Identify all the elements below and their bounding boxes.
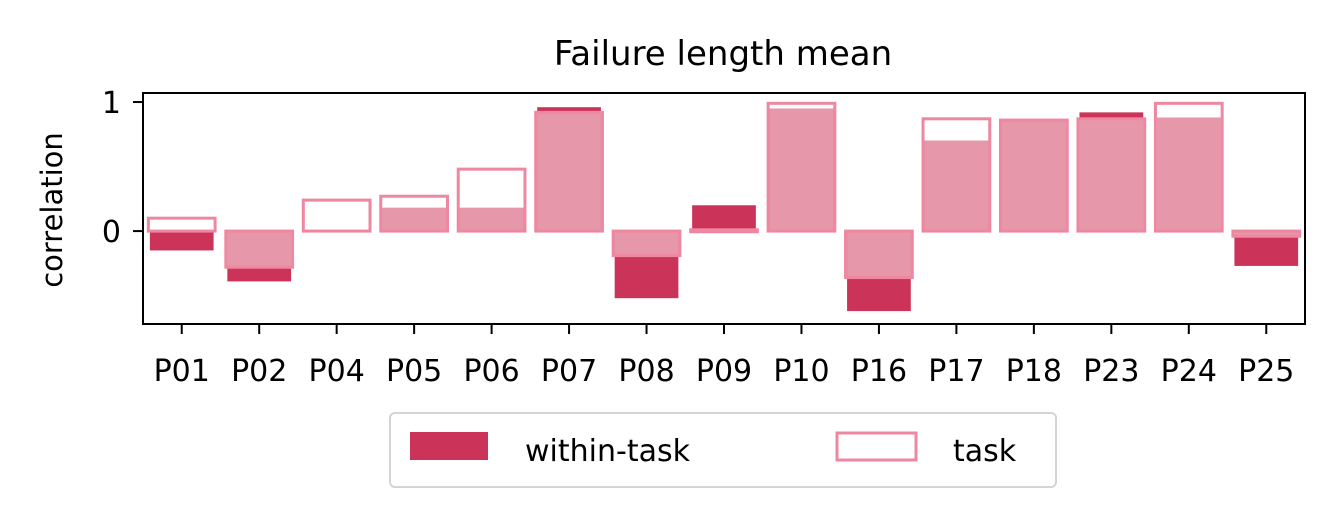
bar-overlap-p02 bbox=[227, 231, 292, 268]
bar-task-p08 bbox=[611, 229, 682, 258]
y-tick-label-0: 0 bbox=[102, 215, 121, 250]
bar-task-p25 bbox=[1231, 229, 1302, 238]
bar-task-p06 bbox=[456, 167, 527, 233]
x-tick-label-p18: P18 bbox=[1006, 354, 1062, 389]
x-tick-label-p10: P10 bbox=[773, 354, 829, 389]
bar-task-p16 bbox=[844, 229, 914, 280]
bar-overlap-p18 bbox=[1002, 121, 1066, 232]
x-tick-label-p06: P06 bbox=[463, 354, 519, 389]
bar-overlap-p17 bbox=[924, 140, 989, 232]
axes-frame bbox=[142, 92, 1306, 325]
y-axis-label: correlation bbox=[35, 132, 69, 288]
x-tick-label-p09: P09 bbox=[696, 354, 752, 389]
legend: within-task task bbox=[389, 412, 1057, 488]
plot-area: P01 P02 P04 P05 P06 P07 P08 P09 P10 P16 P17 P18 P23 P… bbox=[102, 86, 1306, 389]
x-tick-label-p02: P02 bbox=[231, 354, 287, 389]
legend-swatch-within-task bbox=[410, 432, 488, 460]
x-tick-label-p16: P16 bbox=[851, 354, 907, 389]
bar-overlap-p25 bbox=[1234, 231, 1299, 237]
x-tick-label-p04: P04 bbox=[309, 354, 365, 389]
x-tick-label-p05: P05 bbox=[386, 354, 442, 389]
legend-label-within-task: within-task bbox=[525, 434, 691, 469]
bar-task-p24 bbox=[1153, 101, 1224, 233]
x-tick-label-p25: P25 bbox=[1238, 354, 1294, 389]
bar-task-p09 bbox=[689, 228, 759, 234]
x-tick-label-p08: P08 bbox=[618, 354, 674, 389]
bar-task-p04 bbox=[301, 198, 372, 233]
bar-overlap-p23 bbox=[1079, 118, 1144, 232]
bar-task-p10 bbox=[766, 101, 837, 233]
x-tick-label-p17: P17 bbox=[928, 354, 984, 389]
bar-task-p02 bbox=[224, 229, 295, 269]
bar-within-task-p09 bbox=[692, 205, 756, 232]
bar-overlap-p24 bbox=[1156, 117, 1221, 232]
bar-task-p05 bbox=[379, 194, 449, 233]
bar-task-p18 bbox=[999, 118, 1069, 233]
bar-overlap-p08 bbox=[614, 231, 679, 256]
legend-label-task: task bbox=[953, 434, 1017, 469]
bar-within-task-p01 bbox=[149, 231, 214, 251]
bar-task-p01 bbox=[146, 216, 217, 233]
bar-task-p23 bbox=[1076, 117, 1147, 233]
bar-task-p17 bbox=[921, 117, 992, 233]
bar-task-p07 bbox=[534, 110, 604, 233]
bar-overlap-p06 bbox=[459, 207, 524, 232]
x-tick-label-p07: P07 bbox=[541, 354, 597, 389]
bar-overlap-p05 bbox=[382, 207, 446, 232]
bar-overlap-p10 bbox=[769, 108, 834, 232]
y-tick-label-1: 1 bbox=[102, 86, 121, 121]
chart-title: Failure length mean bbox=[554, 34, 892, 74]
legend-swatch-task bbox=[835, 431, 918, 462]
bar-overlap-p07 bbox=[537, 112, 601, 232]
x-tick-label-p23: P23 bbox=[1083, 354, 1139, 389]
x-tick-label-p01: P01 bbox=[154, 354, 210, 389]
x-tick-label-p24: P24 bbox=[1161, 354, 1217, 389]
bar-overlap-p16 bbox=[847, 231, 911, 278]
